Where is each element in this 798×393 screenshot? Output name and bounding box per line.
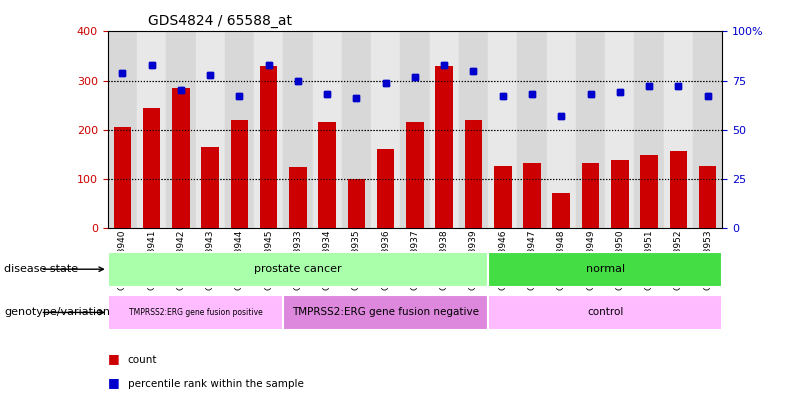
Text: count: count — [128, 356, 157, 365]
Bar — [254, 31, 283, 228]
Bar — [231, 120, 248, 228]
Text: percentile rank within the sample: percentile rank within the sample — [128, 379, 303, 389]
Text: genotype/variation: genotype/variation — [4, 307, 110, 318]
Bar — [670, 151, 687, 228]
Bar — [137, 31, 166, 228]
Bar — [670, 151, 687, 228]
Text: prostate cancer: prostate cancer — [254, 264, 342, 274]
Bar — [348, 179, 365, 228]
Bar — [699, 165, 717, 228]
Bar — [172, 88, 190, 228]
Bar — [113, 127, 131, 228]
Bar — [488, 252, 722, 287]
Bar — [289, 167, 306, 228]
Bar — [494, 165, 512, 228]
Text: TMPRSS2:ERG gene fusion positive: TMPRSS2:ERG gene fusion positive — [128, 308, 263, 317]
Bar — [523, 163, 541, 228]
Bar — [318, 122, 336, 228]
Bar — [377, 149, 394, 228]
Bar — [406, 122, 424, 228]
Text: disease state: disease state — [4, 264, 78, 274]
Bar — [429, 31, 459, 228]
Bar — [436, 66, 453, 228]
Bar — [313, 31, 342, 228]
Bar — [225, 31, 254, 228]
Bar — [459, 31, 488, 228]
Bar — [143, 108, 160, 228]
Bar — [371, 31, 401, 228]
Text: control: control — [587, 307, 623, 318]
Bar — [377, 149, 394, 228]
Bar — [611, 160, 629, 228]
Bar — [552, 193, 570, 228]
Bar — [201, 147, 219, 228]
Bar — [576, 31, 605, 228]
Bar — [231, 120, 248, 228]
Text: ■: ■ — [108, 376, 120, 389]
Bar — [488, 31, 517, 228]
Bar — [260, 66, 278, 228]
Bar — [693, 31, 722, 228]
Text: TMPRSS2:ERG gene fusion negative: TMPRSS2:ERG gene fusion negative — [292, 307, 480, 318]
Bar — [108, 31, 137, 228]
Bar — [172, 88, 190, 228]
Bar — [348, 179, 365, 228]
Bar — [401, 31, 429, 228]
Bar — [582, 163, 599, 228]
Text: ■: ■ — [108, 353, 120, 365]
Bar — [464, 120, 482, 228]
Bar — [201, 147, 219, 228]
Text: GDS4824 / 65588_at: GDS4824 / 65588_at — [148, 13, 291, 28]
Bar — [318, 122, 336, 228]
Bar — [494, 165, 512, 228]
Bar — [283, 31, 313, 228]
Bar — [634, 31, 664, 228]
Bar — [547, 31, 576, 228]
Bar — [342, 31, 371, 228]
Text: normal: normal — [586, 264, 625, 274]
Bar — [611, 160, 629, 228]
Bar — [260, 66, 278, 228]
Bar — [289, 167, 306, 228]
Bar — [196, 31, 225, 228]
Bar — [699, 165, 717, 228]
Bar — [605, 31, 634, 228]
Bar — [552, 193, 570, 228]
Bar — [143, 108, 160, 228]
Bar — [108, 252, 488, 287]
Bar — [406, 122, 424, 228]
Bar — [464, 120, 482, 228]
Bar — [582, 163, 599, 228]
Bar — [517, 31, 547, 228]
Bar — [664, 31, 693, 228]
Bar — [436, 66, 453, 228]
Bar — [108, 295, 283, 330]
Bar — [488, 295, 722, 330]
Bar — [640, 155, 658, 228]
Bar — [523, 163, 541, 228]
Bar — [283, 295, 488, 330]
Bar — [640, 155, 658, 228]
Bar — [113, 127, 131, 228]
Bar — [166, 31, 196, 228]
